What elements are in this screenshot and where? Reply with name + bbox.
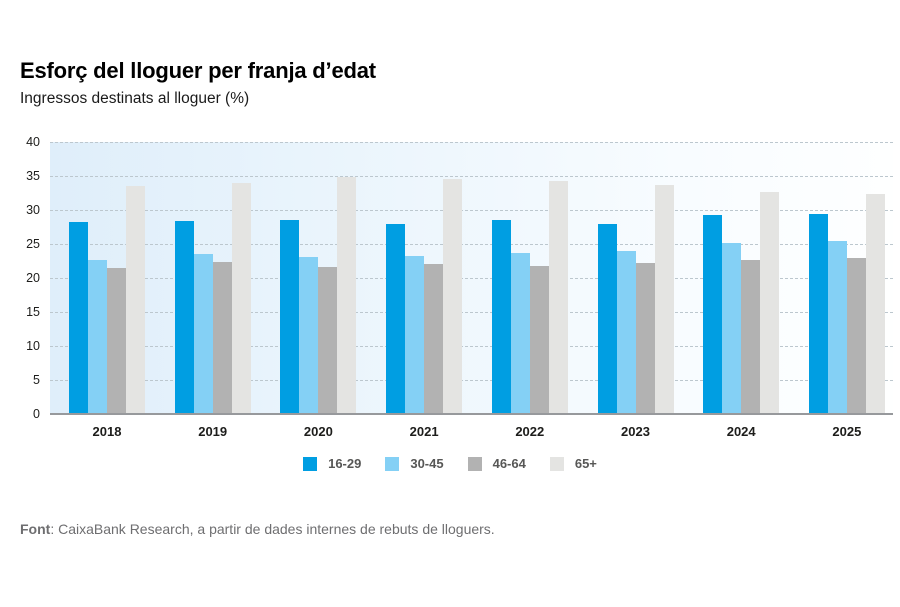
x-tick-label-2025: 2025 xyxy=(832,424,862,439)
y-tick-label: 40 xyxy=(26,135,40,149)
x-tick-label-2018: 2018 xyxy=(92,424,122,439)
y-tick-label: 25 xyxy=(26,237,40,251)
y-tick-label: 10 xyxy=(26,339,40,353)
legend-label: 65+ xyxy=(574,456,597,471)
y-tick-label: 0 xyxy=(33,407,40,421)
y-tick-label: 35 xyxy=(26,169,40,183)
bar-30-45-2025 xyxy=(827,241,847,414)
x-axis-line xyxy=(50,413,893,415)
bar-30-45-2018 xyxy=(88,260,107,414)
legend: 16-29 30-45 46-64 65+ xyxy=(0,456,900,471)
chart-subtitle: Ingressos destinats al lloguer (%) xyxy=(20,90,250,107)
gridline xyxy=(50,312,893,313)
y-tick-label: 30 xyxy=(26,203,40,217)
bar-46-64-2021 xyxy=(424,264,444,414)
bar-46-64-2023 xyxy=(635,263,655,414)
bar-30-45-2019 xyxy=(193,254,213,414)
y-tick-label: 15 xyxy=(26,305,40,319)
gridline xyxy=(50,142,893,143)
legend-label: 30-45 xyxy=(410,456,444,471)
bar-65+-2020 xyxy=(337,177,357,414)
bar-65+-2019 xyxy=(231,183,251,414)
legend-label: 46-64 xyxy=(492,456,526,471)
bar-16-29-2024 xyxy=(703,215,723,414)
y-tick-label: 20 xyxy=(26,271,40,285)
bar-16-29-2019 xyxy=(174,220,194,414)
bar-65+-2022 xyxy=(548,181,568,414)
legend-label: 16-29 xyxy=(328,456,362,471)
bar-65+-2018 xyxy=(126,185,145,414)
x-tick-label-2021: 2021 xyxy=(409,424,439,439)
legend-swatch-icon xyxy=(303,456,318,471)
bar-65+-2025 xyxy=(865,193,885,414)
bar-16-29-2025 xyxy=(808,214,828,414)
x-tick-label-2020: 2020 xyxy=(303,424,333,439)
chart-title: Esforç del lloguer per franja d’edat xyxy=(20,58,376,83)
legend-item-30-45: 30-45 xyxy=(385,456,444,471)
bar-16-29-2023 xyxy=(597,224,617,414)
gridline xyxy=(50,210,893,211)
source-label: Font xyxy=(20,521,51,537)
bar-46-64-2025 xyxy=(846,258,866,414)
legend-item-65+: 65+ xyxy=(549,456,597,471)
bar-16-29-2018 xyxy=(69,221,88,414)
gridline xyxy=(50,244,893,245)
legend-swatch-icon xyxy=(467,456,482,471)
x-tick-label-2024: 2024 xyxy=(726,424,756,439)
bar-65+-2021 xyxy=(443,178,463,414)
plot-area xyxy=(50,142,893,414)
bar-30-45-2023 xyxy=(616,250,636,414)
legend-swatch-icon xyxy=(385,456,400,471)
y-tick-label: 5 xyxy=(33,373,40,387)
x-tick-label-2019: 2019 xyxy=(198,424,228,439)
gridline xyxy=(50,380,893,381)
bar-30-45-2020 xyxy=(299,256,319,414)
bar-46-64-2018 xyxy=(107,267,126,414)
bar-16-29-2022 xyxy=(491,219,511,414)
source-footer: Font: CaixaBank Research, a partir de da… xyxy=(20,521,495,537)
bar-30-45-2022 xyxy=(510,252,530,414)
bar-46-64-2019 xyxy=(212,262,232,414)
gridline xyxy=(50,278,893,279)
x-tick-label-2023: 2023 xyxy=(621,424,650,439)
bar-65+-2023 xyxy=(654,184,674,414)
legend-swatch-icon xyxy=(549,456,564,471)
bar-16-29-2021 xyxy=(386,223,406,414)
bar-46-64-2024 xyxy=(741,259,761,414)
legend-item-46-64: 46-64 xyxy=(467,456,526,471)
bar-30-45-2024 xyxy=(722,243,742,414)
gridline xyxy=(50,176,893,177)
gridline xyxy=(50,346,893,347)
legend-item-16-29: 16-29 xyxy=(303,456,361,471)
bar-16-29-2020 xyxy=(280,220,300,414)
x-tick-label-2022: 2022 xyxy=(515,424,545,439)
bar-30-45-2021 xyxy=(405,256,425,414)
source-text: : CaixaBank Research, a partir de dades … xyxy=(50,521,495,537)
bar-46-64-2022 xyxy=(529,266,549,414)
bar-46-64-2020 xyxy=(318,267,338,414)
bar-65+-2024 xyxy=(760,192,780,414)
